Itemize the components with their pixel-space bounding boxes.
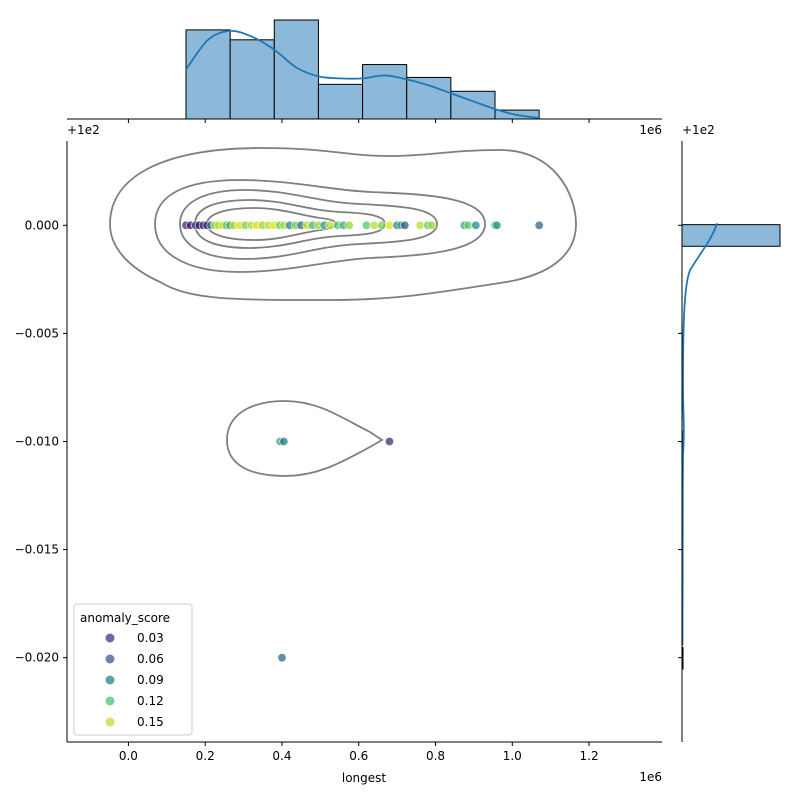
top-marginal-histogram <box>67 19 662 123</box>
scatter-point <box>463 220 473 230</box>
x-tick-label: 0.6 <box>349 749 368 763</box>
scatter-point <box>369 220 379 230</box>
legend-marker <box>105 654 115 664</box>
y-tick-label: −0.015 <box>15 543 59 557</box>
top-histogram-bar <box>229 39 275 120</box>
legend-label: 0.09 <box>137 673 164 687</box>
y-tick-label: −0.005 <box>15 326 59 340</box>
right-histogram-bar <box>681 224 781 247</box>
y-tick-label: −0.010 <box>15 435 59 449</box>
scatter-point <box>361 220 371 230</box>
x-scale-label-top: 1e6 <box>639 123 662 137</box>
scatter-point <box>471 220 481 230</box>
scatter-point <box>384 220 394 230</box>
scatter-points <box>181 220 544 663</box>
top-histogram-bar <box>317 83 364 120</box>
right-kde-curve <box>681 223 718 646</box>
x-tick-label: 1.2 <box>580 749 599 763</box>
scatter-point <box>344 220 354 230</box>
top-kde-curve <box>185 29 540 119</box>
scatter-point <box>279 436 289 446</box>
scatter-point <box>534 220 544 230</box>
top-histogram-bar <box>273 19 319 120</box>
scatter-point <box>325 220 335 230</box>
legend-marker <box>105 633 115 643</box>
legend-marker <box>105 717 115 727</box>
legend-label: 0.03 <box>137 631 164 645</box>
scatter-point <box>377 220 387 230</box>
x-axis-label: longest <box>342 771 387 785</box>
scatter-point <box>427 220 437 230</box>
top-histogram-bar <box>185 29 231 120</box>
legend-label: 0.12 <box>137 694 164 708</box>
top-histogram-bar <box>362 64 408 120</box>
legend-label: 0.15 <box>137 715 164 729</box>
scatter-point <box>415 220 425 230</box>
density-contours <box>109 147 577 477</box>
density-contour <box>179 189 438 260</box>
y-offset-label-main: +1e2 <box>67 123 100 137</box>
y-offset-label-right: +1e2 <box>682 123 715 137</box>
scatter-point <box>492 220 502 230</box>
legend-title: anomaly_score <box>80 611 170 625</box>
density-contour <box>109 147 577 301</box>
joint-axes: 0.0 0.2 0.4 0.6 0.8 1.0 1.2 0.000 −0.005 −0.010 −… <box>15 123 715 785</box>
x-tick-label: 0.2 <box>196 749 215 763</box>
scatter-point <box>277 653 287 663</box>
x-tick-label: 1.0 <box>503 749 522 763</box>
y-tick-label: 0.000 <box>25 218 59 232</box>
density-contour <box>154 179 486 273</box>
x-tick-label: 0.8 <box>426 749 445 763</box>
scatter-point <box>400 220 410 230</box>
legend-marker <box>105 696 115 706</box>
legend: anomaly_score 0.03 0.06 0.09 0.12 0.15 <box>73 603 193 736</box>
y-tick-label: −0.020 <box>15 651 59 665</box>
legend-box <box>73 603 193 736</box>
x-tick-label: 0.4 <box>272 749 291 763</box>
x-tick-label: 0.0 <box>119 749 138 763</box>
density-contour <box>226 400 384 477</box>
scatter-point <box>384 436 394 446</box>
x-scale-label-bottom: 1e6 <box>639 770 662 784</box>
legend-marker <box>105 675 115 685</box>
legend-label: 0.06 <box>137 652 164 666</box>
right-marginal-histogram <box>678 141 781 742</box>
top-histogram-bar <box>406 76 452 120</box>
